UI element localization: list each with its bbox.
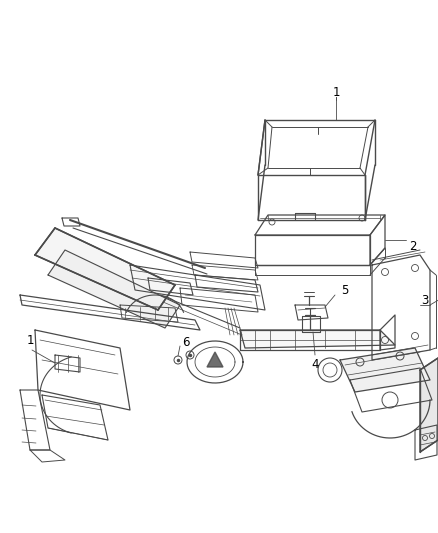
Text: 6: 6 bbox=[182, 335, 190, 349]
Text: 5: 5 bbox=[341, 284, 349, 296]
Polygon shape bbox=[240, 330, 395, 348]
Text: 4: 4 bbox=[311, 359, 319, 372]
Polygon shape bbox=[48, 250, 180, 328]
Text: 1: 1 bbox=[332, 85, 340, 99]
Text: 3: 3 bbox=[421, 294, 429, 306]
Text: 1: 1 bbox=[26, 334, 34, 346]
Polygon shape bbox=[420, 358, 438, 452]
Polygon shape bbox=[207, 352, 223, 367]
Polygon shape bbox=[35, 228, 175, 310]
Polygon shape bbox=[340, 348, 430, 392]
Text: 2: 2 bbox=[409, 239, 417, 253]
